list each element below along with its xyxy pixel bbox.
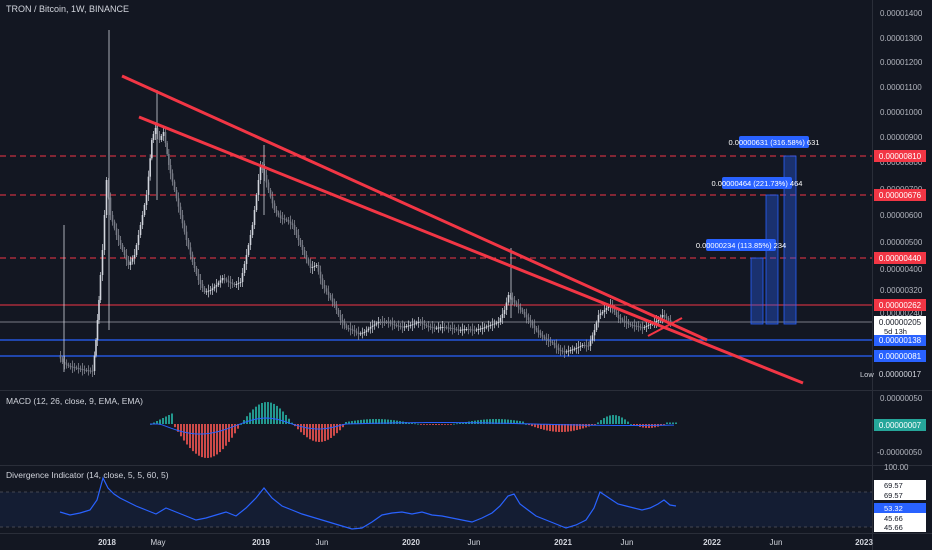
- time-label-jun-2019: Jun: [316, 538, 329, 547]
- div-label-5: 45.66: [884, 523, 903, 532]
- trendline-upper: [121, 74, 708, 342]
- time-label-2022: 2022: [703, 538, 721, 547]
- div-label-2: 69.57: [884, 491, 903, 500]
- macd-axis[interactable]: 0.00000050 0.00000007 -0.00000050: [874, 394, 926, 457]
- badge-676: 0.00000676: [879, 191, 922, 200]
- price-axis[interactable]: 0.00001400 0.00001300 0.00001200 0.00001100…: [880, 9, 923, 318]
- measure-box-2: [765, 194, 779, 325]
- badge-current: 0.00000205: [879, 318, 922, 327]
- time-label-2020: 2020: [402, 538, 420, 547]
- badge-138: 0.00000138: [879, 336, 922, 345]
- time-label-may: May: [150, 538, 165, 547]
- badge-676-bg: [874, 189, 926, 201]
- badge-081: 0.00000081: [879, 352, 922, 361]
- badge-262-bg: [874, 299, 926, 311]
- price-tick: 0.00000240: [880, 309, 923, 318]
- measure-labels[interactable]: 0.00000631 (316.58%) 631 0.00000464 (221…: [696, 136, 820, 251]
- macd-histogram: [150, 402, 677, 458]
- price-tick: 0.00001400: [880, 9, 923, 18]
- price-tick: 0.00001300: [880, 34, 923, 43]
- badge-low: 0.00000017: [879, 370, 922, 379]
- symbol-title[interactable]: TRON / Bitcoin, 1W, BINANCE: [6, 4, 129, 14]
- macd-badge-bg: [874, 419, 926, 431]
- measure-label-1: 0.00000631 (316.58%) 631: [729, 138, 820, 147]
- level-badges[interactable]: 0.00000810 0.00000676 0.00000440 0.00000…: [860, 150, 926, 381]
- level-lines[interactable]: [0, 155, 872, 528]
- low-label: Low: [860, 370, 874, 379]
- price-tick: 0.00000800: [880, 158, 923, 167]
- price-tick: 0.00000320: [880, 286, 923, 295]
- macd-tick-top: 0.00000050: [880, 394, 923, 403]
- price-tick: 0.00000500: [880, 238, 923, 247]
- divergence-axis[interactable]: 100.00 69.57 69.57 53.32 45.66 45.66: [874, 463, 926, 532]
- div-tick-100: 100.00: [884, 463, 909, 472]
- price-candles: [59, 30, 672, 377]
- badge-810: 0.00000810: [879, 152, 922, 161]
- macd-title[interactable]: MACD (12, 26, close, 9, EMA, EMA): [6, 396, 143, 406]
- badge-440: 0.00000440: [879, 254, 922, 263]
- macd-tick-bottom: -0.00000050: [877, 448, 922, 457]
- measure-label-3: 0.00000234 (113.85%) 234: [696, 241, 786, 250]
- price-tick: 0.00000400: [880, 265, 923, 274]
- time-axis[interactable]: 2018 May 2019 Jun 2020 Jun 2021 Jun 2022…: [98, 538, 873, 547]
- badge-440-bg: [874, 252, 926, 264]
- measure-boxes[interactable]: [750, 155, 797, 325]
- badge-countdown: 5d 13h: [884, 327, 907, 336]
- time-label-jun-2022: Jun: [770, 538, 783, 547]
- badge-current-bg: [874, 316, 926, 336]
- time-label-2023: 2023: [855, 538, 873, 547]
- badge-138-bg: [874, 335, 926, 346]
- divergence-title[interactable]: Divergence Indicator (14, close, 5, 5, 6…: [6, 470, 169, 480]
- trend-lines[interactable]: [121, 74, 804, 385]
- price-tick: 0.00001000: [880, 108, 923, 117]
- macd-signal-line: [150, 417, 674, 435]
- div-label-1: 69.57: [884, 481, 903, 490]
- measure-label-2: 0.00000464 (221.73%) 464: [712, 179, 803, 188]
- div-label-3: 53.32: [884, 504, 903, 513]
- measure-box-1: [783, 155, 797, 325]
- trendline-short: [647, 317, 683, 337]
- price-tick: 0.00000900: [880, 133, 923, 142]
- price-tick: 0.00000600: [880, 211, 923, 220]
- badge-low-bg: [874, 369, 926, 381]
- time-label-2018: 2018: [98, 538, 116, 547]
- price-tick: 0.00001200: [880, 58, 923, 67]
- trendline-lower: [138, 115, 804, 385]
- time-label-jun-2020: Jun: [468, 538, 481, 547]
- time-label-jun-2021: Jun: [621, 538, 634, 547]
- badge-810-bg: [874, 150, 926, 162]
- price-tick: 0.00001100: [880, 83, 922, 92]
- macd-badge: 0.00000007: [879, 421, 922, 430]
- div-label-4: 45.66: [884, 514, 903, 523]
- measure-box-3: [750, 257, 764, 325]
- divergence-line: [59, 476, 677, 530]
- badge-262: 0.00000262: [879, 301, 922, 310]
- badge-081-bg: [874, 350, 926, 362]
- time-label-2021: 2021: [554, 538, 572, 547]
- divergence-band: [0, 492, 872, 527]
- time-label-2019: 2019: [252, 538, 270, 547]
